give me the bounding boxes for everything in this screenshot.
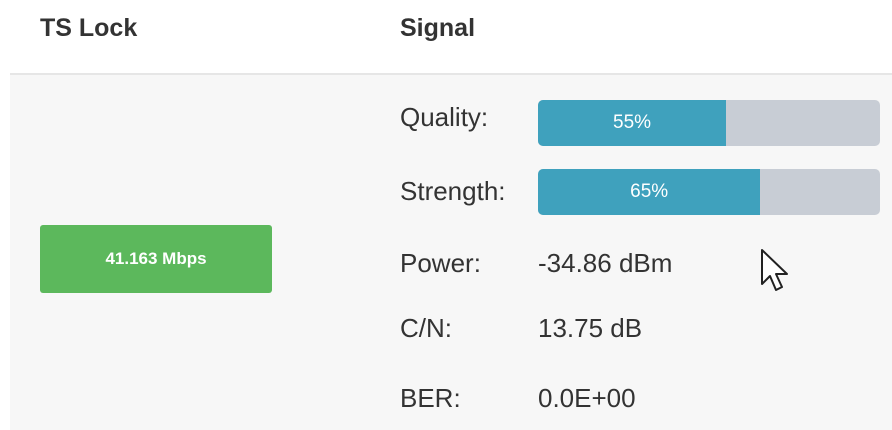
cn-value: 13.75 dB bbox=[538, 313, 643, 343]
cn-label: C/N: bbox=[400, 313, 452, 343]
column-header: TS Lock bbox=[40, 14, 138, 42]
column-header: Signal bbox=[400, 14, 476, 42]
bitrate-badge[interactable]: 41.163 Mbps bbox=[40, 225, 272, 293]
quality-fill bbox=[538, 100, 727, 146]
cursor-arrow bbox=[761, 249, 788, 291]
quality-label: Quality: bbox=[400, 102, 489, 132]
quality-text: 55% bbox=[613, 112, 652, 133]
header-divider bbox=[10, 73, 892, 75]
quality-bar: 55% bbox=[538, 100, 880, 146]
strength-fill bbox=[538, 169, 761, 215]
power-value: -34.86 dBm bbox=[538, 248, 673, 278]
ber-label: BER: bbox=[400, 383, 461, 413]
ber-value: 0.0E+00 bbox=[538, 383, 636, 413]
strength-text: 65% bbox=[630, 181, 669, 202]
strength-label: Strength: bbox=[400, 176, 506, 206]
strength-bar: 65% bbox=[538, 169, 880, 215]
power-label: Power: bbox=[400, 248, 481, 278]
mouse-cursor bbox=[761, 249, 788, 291]
